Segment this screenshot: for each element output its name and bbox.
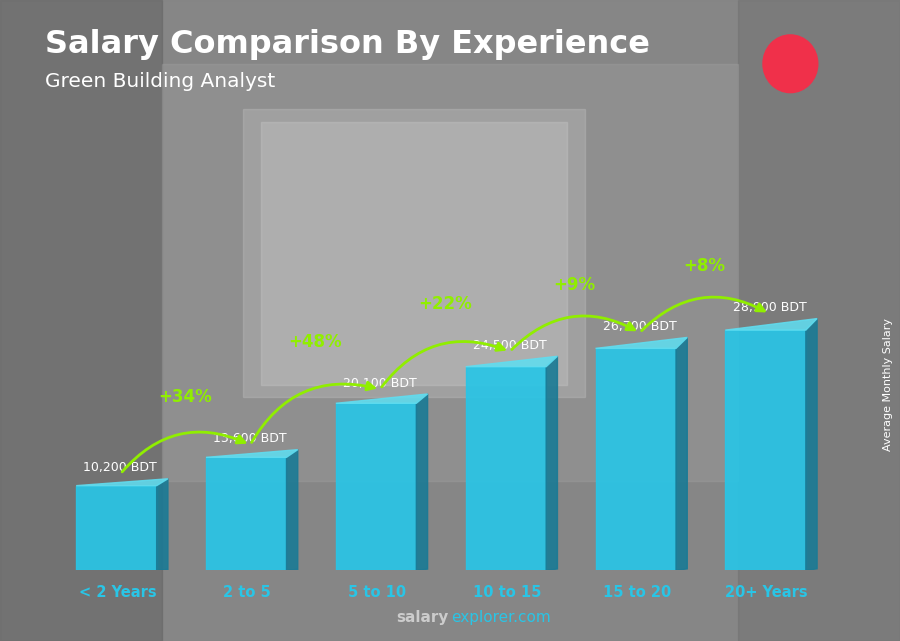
Bar	[243, 109, 585, 397]
Text: 5 to 10: 5 to 10	[348, 585, 406, 600]
FancyArrowPatch shape	[512, 316, 634, 349]
Text: Salary Comparison By Experience: Salary Comparison By Experience	[45, 29, 650, 60]
Polygon shape	[206, 458, 286, 570]
Polygon shape	[157, 479, 168, 570]
Text: Green Building Analyst: Green Building Analyst	[45, 72, 275, 92]
Bar	[738, 0, 900, 641]
Polygon shape	[596, 337, 688, 349]
Text: 24,500 BDT: 24,500 BDT	[473, 339, 546, 352]
FancyArrowPatch shape	[382, 342, 504, 387]
Text: 20,100 BDT: 20,100 BDT	[343, 377, 417, 390]
Text: 2 to 5: 2 to 5	[223, 585, 271, 600]
Text: 26,700 BDT: 26,700 BDT	[603, 320, 677, 333]
Text: 13,600 BDT: 13,600 BDT	[213, 432, 287, 445]
Text: +34%: +34%	[158, 388, 212, 406]
FancyArrowPatch shape	[122, 432, 245, 472]
FancyArrowPatch shape	[252, 382, 374, 442]
Polygon shape	[725, 319, 817, 330]
Polygon shape	[465, 356, 557, 367]
Polygon shape	[676, 337, 688, 570]
Polygon shape	[336, 394, 428, 403]
Ellipse shape	[763, 35, 818, 92]
Polygon shape	[76, 486, 157, 570]
Text: explorer.com: explorer.com	[451, 610, 551, 625]
Text: Average Monthly Salary: Average Monthly Salary	[883, 318, 894, 451]
FancyArrowPatch shape	[642, 297, 764, 331]
Polygon shape	[546, 356, 557, 570]
Text: 20+ Years: 20+ Years	[725, 585, 808, 600]
Bar	[162, 64, 738, 481]
Text: 10,200 BDT: 10,200 BDT	[84, 462, 158, 474]
Text: +9%: +9%	[554, 276, 596, 294]
Text: +22%: +22%	[418, 295, 472, 313]
Bar	[0, 0, 162, 641]
Polygon shape	[286, 449, 298, 570]
Text: +8%: +8%	[684, 257, 725, 276]
Text: salary: salary	[397, 610, 449, 625]
Text: 10 to 15: 10 to 15	[472, 585, 541, 600]
Polygon shape	[465, 367, 546, 570]
Polygon shape	[806, 319, 817, 570]
Polygon shape	[725, 330, 806, 570]
Bar	[261, 122, 567, 385]
Polygon shape	[206, 449, 298, 458]
Text: < 2 Years: < 2 Years	[78, 585, 157, 600]
Polygon shape	[336, 403, 417, 570]
Polygon shape	[417, 394, 428, 570]
Text: 15 to 20: 15 to 20	[603, 585, 671, 600]
Text: 28,900 BDT: 28,900 BDT	[733, 301, 806, 314]
Text: +48%: +48%	[288, 333, 342, 351]
Polygon shape	[596, 349, 676, 570]
Polygon shape	[76, 479, 168, 486]
